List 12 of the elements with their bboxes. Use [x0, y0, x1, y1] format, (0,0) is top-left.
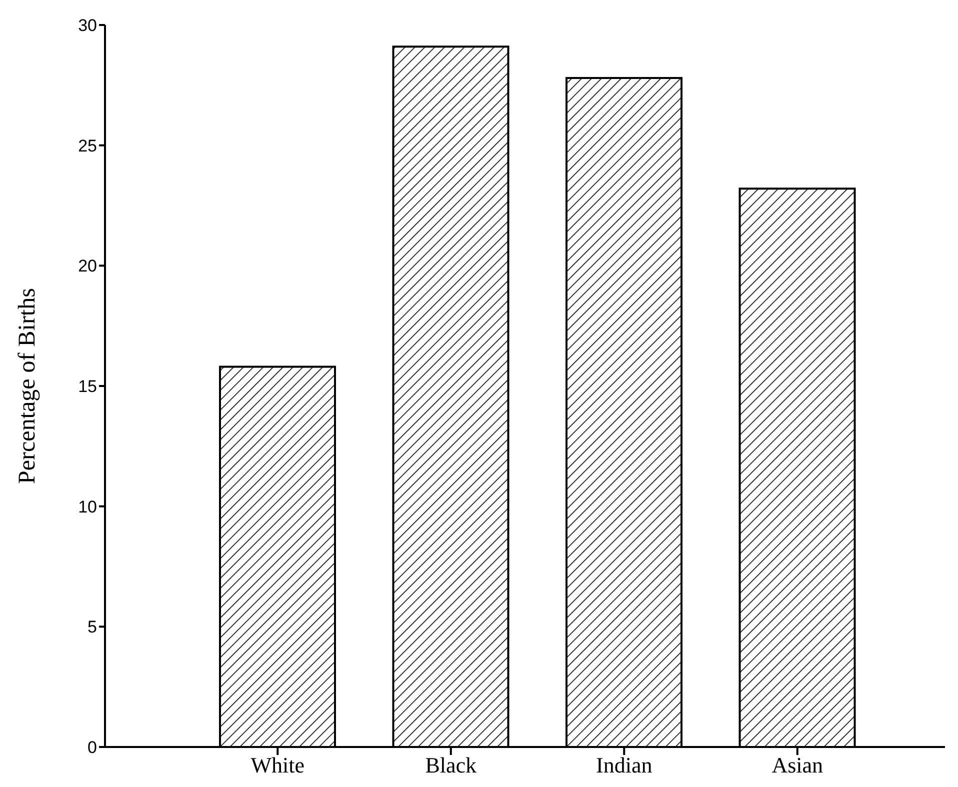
y-tick-label: 20 [78, 256, 97, 276]
y-tick-label: 15 [78, 377, 97, 396]
y-tick-label: 30 [78, 16, 97, 36]
x-tick-label: Indian [596, 752, 652, 778]
y-tick-label: 0 [88, 738, 97, 758]
x-tick-label: Asian [772, 752, 824, 778]
y-tick-label: 5 [88, 618, 97, 637]
x-tick-label: White [250, 752, 305, 778]
x-tick-label: Black [425, 752, 477, 778]
y-tick-label: 10 [78, 497, 97, 516]
y-tick-label: 25 [78, 136, 97, 156]
y-axis-title: Percentage of Births [14, 288, 41, 484]
